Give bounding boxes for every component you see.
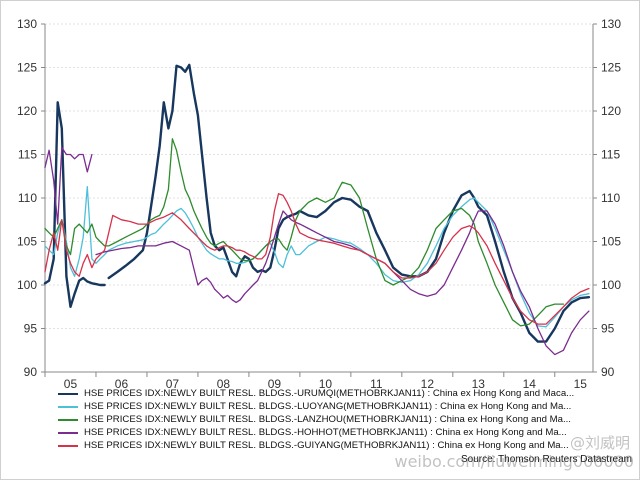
y-tick-label-right: 115: [601, 148, 620, 162]
y-tick-label-right: 130: [601, 17, 621, 31]
legend-item: HSE PRICES IDX:NEWLY BUILT RESL. BLDGS.-…: [58, 426, 638, 439]
source-note: Source: Thomson Reuters Datastream: [460, 454, 632, 465]
legend-item: HSE PRICES IDX:NEWLY BUILT RESL. BLDGS.-…: [58, 387, 638, 400]
x-tick-label: 08: [217, 377, 231, 391]
y-tick-label-left: 115: [18, 148, 37, 162]
y-tick-label-left: 110: [18, 191, 37, 205]
x-tick-label: 11: [370, 377, 383, 391]
gridlines: [45, 23, 593, 329]
x-tick-label: 12: [421, 377, 435, 391]
legend-swatch: [58, 431, 78, 434]
weibo-cjk-watermark: @刘威明: [569, 434, 630, 452]
y-tick-label-right: 100: [601, 278, 621, 292]
y-tick-label-right: 120: [601, 104, 621, 118]
weibo-watermark: weibo.com/liuweiming000000: [394, 452, 635, 471]
legend-label: HSE PRICES IDX:NEWLY BUILT RESL. BLDGS.-…: [84, 401, 572, 412]
legend-label: HSE PRICES IDX:NEWLY BUILT RESL. BLDGS.-…: [84, 440, 569, 451]
legend-label: HSE PRICES IDX:NEWLY BUILT RESL. BLDGS.-…: [84, 414, 571, 425]
y-tick-label-right: 90: [601, 365, 615, 379]
legend-item: HSE PRICES IDX:NEWLY BUILT RESL. BLDGS.-…: [58, 439, 638, 452]
legend-item: HSE PRICES IDX:NEWLY BUILT RESL. BLDGS.-…: [58, 400, 638, 413]
series-line-3: [44, 138, 565, 327]
y-tick-label-right: 95: [601, 322, 615, 336]
y-tick-label-right: 105: [601, 235, 621, 249]
axes: 90 90 95 95 100 100 105 105 110 110 115 115 120 120 12…: [17, 17, 621, 391]
series-line-4: [95, 210, 590, 356]
y-tick-label-left: 120: [17, 104, 37, 118]
y-tick-label-left: 90: [24, 365, 38, 379]
y-tick-label-left: 95: [24, 322, 38, 336]
x-tick-label: 05: [64, 377, 78, 391]
legend-label: HSE PRICES IDX:NEWLY BUILT RESL. BLDGS.-…: [84, 388, 575, 399]
y-tick-label-left: 130: [17, 17, 37, 31]
y-tick-label-right: 110: [601, 191, 620, 205]
y-tick-label-left: 105: [17, 235, 37, 249]
y-tick-label-left: 100: [17, 278, 37, 292]
series-line-1: [107, 63, 591, 343]
x-tick-label: 14: [523, 377, 537, 391]
x-tick-label: 10: [319, 377, 333, 391]
x-tick-label: 15: [574, 377, 588, 391]
legend-swatch: [58, 405, 78, 408]
legend-swatch: [58, 392, 78, 395]
x-tick-label: 13: [472, 377, 486, 391]
y-tick-label-left: 125: [17, 61, 37, 75]
legend-swatch: [58, 444, 78, 447]
legend: HSE PRICES IDX:NEWLY BUILT RESL. BLDGS.-…: [58, 387, 638, 452]
legend-item: HSE PRICES IDX:NEWLY BUILT RESL. BLDGS.-…: [58, 413, 638, 426]
x-tick-label: 09: [268, 377, 282, 391]
y-tick-label-right: 125: [601, 61, 621, 75]
series-line-1: [43, 101, 106, 308]
series-line-5: [44, 193, 590, 325]
x-tick-label: 07: [166, 377, 180, 391]
x-tick-label: 06: [115, 377, 129, 391]
series-line-4: [44, 146, 93, 225]
legend-swatch: [58, 418, 78, 421]
legend-label: HSE PRICES IDX:NEWLY BUILT RESL. BLDGS.-…: [84, 427, 567, 438]
series-lines: [43, 63, 591, 356]
